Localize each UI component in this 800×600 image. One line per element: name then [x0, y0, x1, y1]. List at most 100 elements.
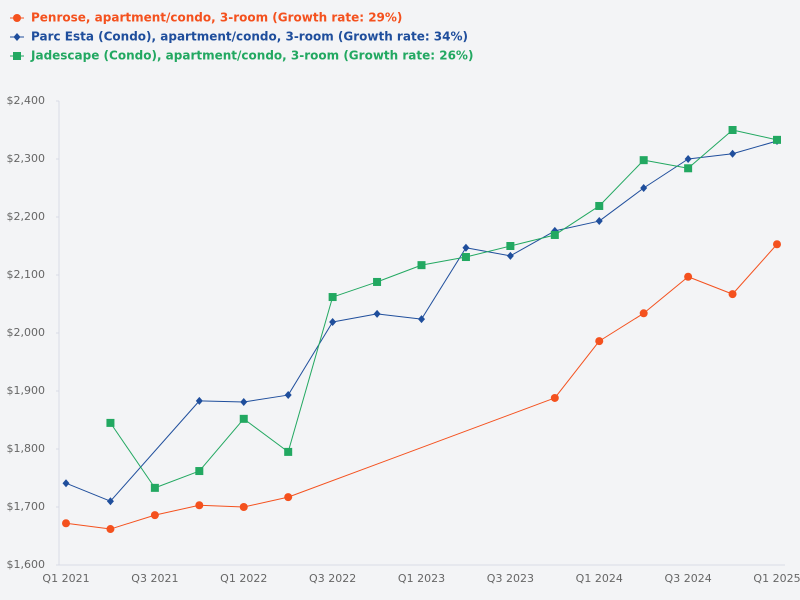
series-segment	[154, 470, 200, 489]
series-segment	[510, 230, 556, 257]
series-segment	[287, 321, 334, 396]
legend-label: Parc Esta (Condo), apartment/condo, 3-ro…	[31, 30, 468, 44]
legend-label: Penrose, apartment/condo, 3-room (Growth…	[31, 11, 402, 25]
series-segment	[465, 245, 511, 258]
y-tick-label: $1,900	[7, 384, 46, 397]
series-segment	[287, 296, 334, 453]
point	[684, 272, 693, 281]
point	[195, 396, 203, 405]
point	[62, 479, 70, 488]
y-tick-label: $1,600	[7, 558, 46, 571]
point	[195, 467, 204, 476]
series-segment	[65, 482, 111, 502]
series-segment	[421, 247, 467, 320]
point	[13, 52, 21, 60]
series-segment	[110, 514, 156, 530]
point	[461, 253, 470, 262]
point	[373, 277, 382, 286]
series-segment	[243, 394, 289, 403]
point	[550, 393, 559, 402]
point	[595, 201, 604, 210]
series-segment	[243, 418, 289, 453]
point	[640, 184, 648, 192]
y-tick-label: $2,300	[7, 152, 46, 165]
point	[595, 337, 604, 346]
point	[284, 493, 293, 502]
point	[684, 164, 693, 173]
series-segment	[732, 243, 778, 295]
point	[150, 483, 159, 492]
series-segment	[643, 276, 689, 314]
point	[62, 519, 70, 528]
series-segment	[554, 340, 600, 399]
series-segment	[65, 522, 111, 530]
series-segment	[421, 256, 467, 266]
point	[462, 243, 470, 252]
series-segment	[598, 187, 644, 222]
series-segment	[598, 312, 644, 342]
series-segment	[554, 220, 600, 232]
series-segment	[377, 313, 422, 320]
series-segment	[110, 400, 200, 502]
y-tick-label: $2,200	[7, 210, 46, 223]
point	[773, 240, 781, 249]
series-segment	[732, 140, 778, 155]
point	[728, 290, 737, 299]
series-segment	[332, 281, 378, 298]
y-tick-label: $2,000	[7, 326, 46, 339]
y-tick-label: $1,700	[7, 500, 46, 513]
series-segment	[643, 159, 689, 169]
y-tick-label: $1,800	[7, 442, 46, 455]
point	[329, 317, 337, 326]
point	[684, 155, 692, 163]
y-tick-label: $2,100	[7, 268, 46, 281]
series-segment	[288, 397, 555, 498]
series-segment	[199, 504, 244, 508]
series-segment	[243, 496, 289, 508]
x-tick-label: Q3 2022	[309, 572, 356, 585]
series-segment	[332, 313, 378, 323]
point	[506, 242, 515, 250]
point	[106, 418, 115, 427]
point	[328, 293, 337, 302]
series-segment	[732, 129, 778, 141]
series-segment	[687, 276, 733, 295]
series-segment	[688, 153, 733, 160]
point	[417, 261, 426, 270]
series-segment	[154, 504, 200, 516]
point	[13, 33, 21, 41]
x-tick-label: Q3 2023	[487, 572, 534, 585]
series-segment	[199, 400, 244, 403]
series-segment	[687, 129, 733, 169]
point	[195, 501, 204, 510]
point	[639, 309, 648, 318]
x-tick-label: Q3 2024	[665, 572, 712, 585]
point	[284, 447, 293, 456]
y-tick-label: $2,400	[7, 94, 46, 107]
series-segment	[510, 234, 555, 247]
point	[550, 230, 559, 239]
point	[418, 315, 425, 324]
x-tick-label: Q1 2023	[398, 572, 445, 585]
point	[729, 149, 737, 158]
x-tick-label: Q1 2021	[42, 572, 89, 585]
point	[240, 398, 248, 407]
point	[284, 391, 292, 400]
x-tick-label: Q1 2025	[753, 572, 800, 585]
x-tick-label: Q3 2021	[131, 572, 178, 585]
point	[728, 126, 737, 134]
series-segment	[376, 264, 422, 283]
x-tick-label: Q1 2022	[220, 572, 267, 585]
series-segment	[110, 422, 156, 489]
point	[13, 14, 21, 22]
series-segment	[198, 418, 245, 472]
point	[373, 309, 381, 318]
point	[239, 414, 248, 423]
point	[150, 511, 159, 520]
series-segment	[598, 159, 645, 207]
point	[239, 503, 248, 511]
series-segment	[643, 158, 689, 189]
